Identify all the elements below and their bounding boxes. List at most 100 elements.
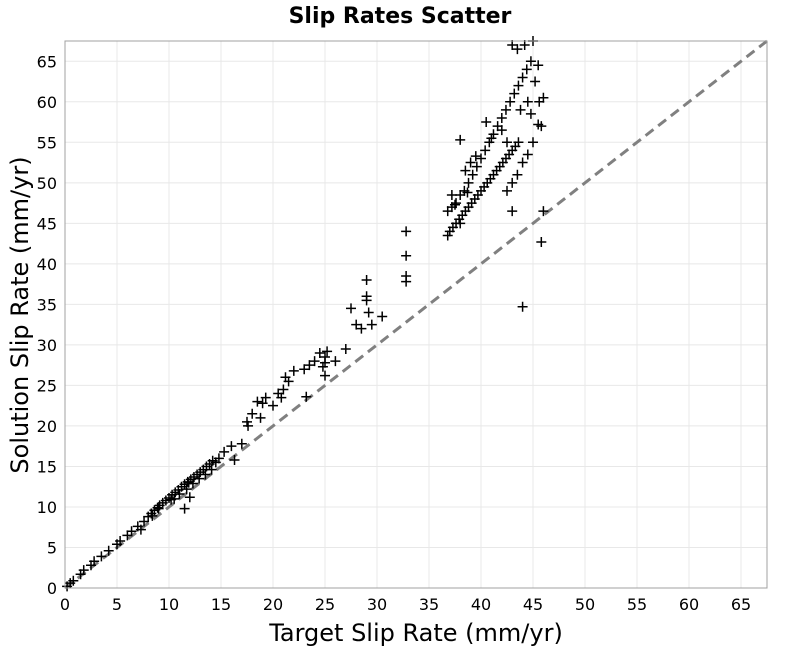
x-tick-label: 5: [112, 595, 122, 614]
data-point: [169, 493, 180, 504]
x-tick-label: 0: [60, 595, 70, 614]
data-point: [519, 40, 530, 51]
data-point: [486, 133, 497, 144]
y-tick-label: 60: [37, 93, 57, 112]
x-tick-label: 65: [731, 595, 751, 614]
data-points: [62, 36, 549, 592]
data-point: [351, 319, 362, 330]
y-tick-label: 20: [37, 417, 57, 436]
data-point: [500, 104, 511, 115]
data-point: [505, 96, 516, 107]
data-point: [467, 169, 478, 180]
y-tick-label: 50: [37, 174, 57, 193]
data-point: [522, 96, 533, 107]
data-point: [126, 526, 137, 537]
data-point: [522, 149, 533, 160]
data-point: [89, 556, 100, 567]
data-point: [517, 157, 528, 168]
data-point: [115, 535, 126, 546]
data-point: [401, 276, 412, 287]
data-point: [536, 236, 547, 247]
data-point: [470, 151, 481, 162]
data-point: [184, 492, 195, 503]
data-point: [401, 226, 412, 237]
y-tick-label: 5: [47, 538, 57, 557]
data-point: [528, 137, 538, 148]
data-point: [226, 441, 237, 452]
y-tick-label: 30: [37, 336, 57, 355]
data-point: [366, 319, 377, 330]
y-axis-label: Solution Slip Rate (mm/yr): [6, 156, 34, 473]
data-point: [507, 177, 518, 188]
data-point: [320, 370, 330, 381]
data-point: [512, 169, 523, 180]
data-point: [460, 165, 471, 176]
data-point: [147, 510, 158, 521]
x-axis-label: Target Slip Rate (mm/yr): [268, 619, 563, 647]
data-point: [200, 469, 211, 480]
data-point: [356, 323, 367, 334]
data-point: [206, 464, 217, 475]
data-point: [507, 206, 518, 217]
x-tick-label: 60: [679, 595, 699, 614]
data-point: [401, 250, 412, 261]
data-point: [509, 88, 520, 99]
data-point: [174, 488, 185, 499]
data-point: [471, 161, 482, 172]
data-point: [533, 119, 544, 130]
data-point: [463, 177, 474, 188]
data-point: [450, 199, 460, 210]
data-point: [135, 524, 146, 535]
data-point: [530, 76, 541, 87]
data-point: [314, 347, 325, 358]
data-point: [255, 412, 266, 423]
data-point: [139, 516, 150, 527]
data-point: [525, 56, 536, 67]
data-point: [153, 503, 164, 514]
data-point: [78, 565, 89, 576]
data-point: [446, 189, 457, 200]
data-point: [210, 457, 221, 468]
y-tick-label: 15: [37, 457, 57, 476]
data-point: [465, 157, 476, 168]
x-tick-label: 20: [263, 595, 283, 614]
data-point: [152, 502, 163, 513]
data-point: [103, 545, 114, 556]
y-tick-label: 40: [37, 255, 57, 274]
data-point: [181, 484, 192, 495]
x-axis-ticks: 0 5 10 15 20 25 30 35 40 45 50 55 60 65: [60, 595, 751, 614]
data-point: [346, 303, 356, 314]
data-point: [288, 365, 299, 376]
data-point: [276, 392, 287, 403]
data-point: [317, 361, 328, 372]
data-point: [304, 360, 315, 371]
data-point: [533, 60, 544, 71]
data-point: [183, 477, 194, 488]
data-point: [340, 343, 351, 354]
data-point: [521, 64, 532, 75]
data-point: [525, 108, 536, 119]
x-tick-label: 40: [471, 595, 491, 614]
y-tick-label: 0: [47, 579, 57, 598]
data-point: [243, 420, 254, 431]
data-point: [96, 551, 107, 562]
data-point: [322, 346, 333, 357]
data-point: [377, 311, 388, 322]
data-point: [512, 44, 523, 55]
data-point: [194, 473, 205, 484]
data-point: [252, 396, 263, 407]
y-axis-ticks: 0 5 10 15 20 25 30 35 40 45 50 55 60 65: [37, 52, 57, 598]
data-point: [538, 206, 549, 217]
data-point: [229, 454, 240, 465]
y-tick-label: 35: [37, 295, 57, 314]
y-tick-label: 25: [37, 376, 57, 395]
data-point: [455, 218, 466, 229]
data-point: [257, 398, 268, 409]
data-point: [330, 356, 341, 367]
x-tick-label: 25: [315, 595, 335, 614]
data-point: [513, 80, 524, 91]
data-point: [260, 392, 271, 403]
data-point: [496, 112, 507, 123]
data-point: [363, 307, 374, 318]
